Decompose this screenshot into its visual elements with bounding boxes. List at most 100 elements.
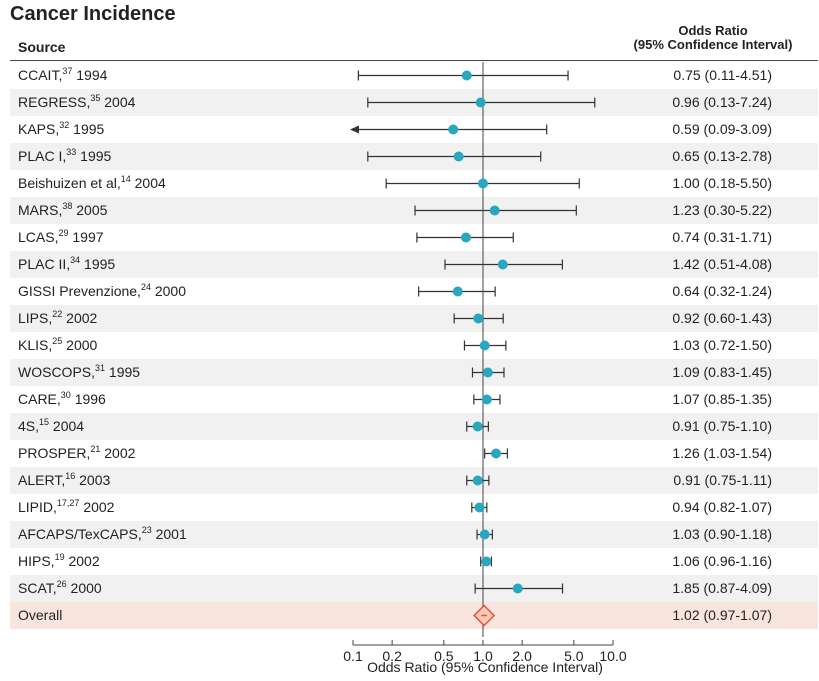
study-year: 1995	[76, 148, 112, 164]
point-estimate	[453, 151, 464, 162]
ci-left-arrow	[350, 125, 359, 134]
point-estimate	[474, 502, 485, 513]
overall-ci-value: 1.02 (0.97-1.07)	[672, 607, 772, 623]
odds-ratio-header-line2: (95% Confidence Interval)	[633, 37, 793, 52]
x-tick-label: 0.5	[434, 648, 454, 664]
point-estimate	[479, 340, 490, 351]
study-source: CARE,30 1996	[18, 390, 106, 407]
x-tick-label: 1.0	[473, 648, 493, 664]
study-name: REGRESS,	[18, 94, 91, 110]
study-ci-value: 1.06 (0.96-1.16)	[672, 553, 772, 569]
study-row: AFCAPS/TexCAPS,23 2001 1.03 (0.90-1.18)	[10, 521, 818, 548]
study-year: 2002	[100, 445, 136, 461]
study-source: PROSPER,21 2002	[18, 444, 136, 461]
study-name: LIPID,	[18, 499, 57, 515]
point-estimate	[481, 556, 492, 567]
study-name: PROSPER,	[18, 445, 91, 461]
odds-ratio-header-line1: Odds Ratio	[678, 23, 748, 38]
study-reference: 33	[66, 147, 77, 157]
study-ci-value: 1.03 (0.72-1.50)	[672, 337, 772, 353]
study-reference: 24	[140, 282, 151, 292]
odds-ratio-column-header: Odds Ratio (95% Confidence Interval)	[610, 24, 816, 52]
study-year: 2000	[150, 283, 187, 299]
study-reference: 31	[95, 363, 106, 373]
point-estimate	[461, 232, 472, 243]
study-name: LIPS,	[18, 310, 53, 326]
study-reference: 32	[59, 120, 70, 130]
study-row: SCAT,26 2000 1.85 (0.87-4.09)	[10, 575, 818, 602]
study-year: 2000	[62, 337, 98, 353]
study-source: REGRESS,35 2004	[18, 93, 136, 110]
source-column-header: Source	[18, 39, 66, 55]
study-source: ALERT,16 2003	[18, 471, 110, 488]
study-ci-value: 1.85 (0.87-4.09)	[672, 580, 772, 596]
study-ci-value: 0.64 (0.32-1.24)	[672, 283, 772, 299]
study-year: 2001	[151, 526, 187, 542]
study-row: CCAIT,37 1994 0.75 (0.11-4.51)	[10, 62, 818, 89]
study-year: 2004	[100, 94, 136, 110]
study-source: LIPS,22 2002	[18, 309, 97, 326]
study-year: 1995	[80, 256, 116, 272]
study-reference: 16	[65, 471, 76, 481]
study-source: PLAC II,34 1995	[18, 255, 116, 272]
study-row: 4S,15 2004 0.91 (0.75-1.10)	[10, 413, 818, 440]
study-ci-value: 1.26 (1.03-1.54)	[672, 445, 772, 461]
study-row: LIPID,17,27 2002 0.94 (0.82-1.07)	[10, 494, 818, 521]
chart-title: Cancer Incidence	[10, 3, 176, 25]
study-source: CCAIT,37 1994	[18, 66, 108, 83]
study-source: HIPS,19 2002	[18, 552, 100, 569]
study-row: WOSCOPS,31 1995 1.09 (0.83-1.45)	[10, 359, 818, 386]
study-name: ALERT,	[18, 472, 66, 488]
study-reference: 22	[52, 309, 63, 319]
study-reference: 38	[62, 201, 73, 211]
study-ci-value: 0.91 (0.75-1.10)	[672, 418, 772, 434]
study-year: 2000	[66, 580, 102, 596]
study-name: KLIS,	[18, 337, 53, 353]
study-reference: 14	[120, 174, 131, 184]
study-year: 2004	[49, 418, 85, 434]
study-year: 1994	[72, 67, 108, 83]
study-ci-value: 1.00 (0.18-5.50)	[672, 175, 772, 191]
x-tick-label: 0.1	[343, 648, 363, 664]
study-ci-value: 0.94 (0.82-1.07)	[672, 499, 772, 515]
study-name: KAPS,	[18, 121, 60, 137]
study-row: PLAC II,34 1995 1.42 (0.51-4.08)	[10, 251, 818, 278]
study-reference: 25	[52, 336, 63, 346]
study-ci-value: 1.09 (0.83-1.45)	[672, 364, 772, 380]
study-ci-value: 0.65 (0.13-2.78)	[672, 148, 772, 164]
point-estimate	[452, 286, 463, 297]
study-source: GISSI Prevenzione,24 2000	[18, 282, 187, 299]
header-divider	[10, 60, 818, 61]
x-tick-label: 10.0	[599, 648, 626, 664]
study-year: 1995	[105, 364, 141, 380]
study-reference: 34	[70, 255, 81, 265]
study-row: Beishuizen et al,14 2004 1.00 (0.18-5.50)	[10, 170, 818, 197]
study-name: WOSCOPS,	[18, 364, 96, 380]
study-reference: 26	[56, 579, 67, 589]
study-row: KLIS,25 2000 1.03 (0.72-1.50)	[10, 332, 818, 359]
overall-row: Overall 1.02 (0.97-1.07)	[10, 602, 818, 629]
study-source: SCAT,26 2000	[18, 579, 102, 596]
study-ci-value: 0.96 (0.13-7.24)	[672, 94, 772, 110]
study-name: PLAC II,	[18, 256, 71, 272]
study-row: ALERT,16 2003 0.91 (0.75-1.11)	[10, 467, 818, 494]
study-ci-value: 0.91 (0.75-1.11)	[673, 472, 772, 488]
study-reference: 21	[90, 444, 101, 454]
point-estimate	[481, 394, 492, 405]
point-estimate	[472, 421, 483, 432]
study-reference: 29	[58, 228, 69, 238]
study-name: 4S,	[18, 418, 40, 434]
study-name: HIPS,	[18, 553, 55, 569]
study-source: AFCAPS/TexCAPS,23 2001	[18, 525, 187, 542]
study-name: CARE,	[18, 391, 61, 407]
study-source: PLAC I,33 1995	[18, 147, 112, 164]
point-estimate	[472, 475, 483, 486]
study-reference: 15	[39, 417, 50, 427]
point-estimate	[489, 205, 500, 216]
study-ci-value: 1.23 (0.30-5.22)	[672, 202, 772, 218]
study-row: CARE,30 1996 1.07 (0.85-1.35)	[10, 386, 818, 413]
study-name: CCAIT,	[18, 67, 63, 83]
point-estimate	[479, 529, 490, 540]
study-ci-value: 0.92 (0.60-1.43)	[672, 310, 772, 326]
study-source: WOSCOPS,31 1995	[18, 363, 141, 380]
